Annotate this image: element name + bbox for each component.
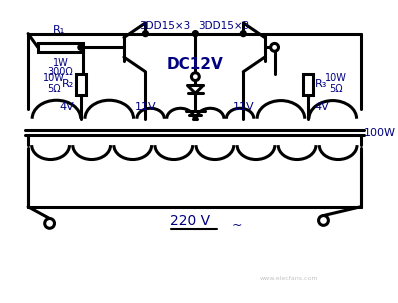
Text: 11V: 11V: [232, 102, 254, 112]
Circle shape: [78, 45, 84, 50]
Text: 300Ω: 300Ω: [47, 67, 73, 77]
Bar: [76, 74, 86, 95]
Circle shape: [142, 31, 148, 37]
Text: www.elecfans.com: www.elecfans.com: [260, 276, 318, 281]
Bar: [303, 74, 313, 95]
Circle shape: [45, 218, 55, 228]
Text: 5Ω: 5Ω: [47, 85, 60, 95]
Text: 4V: 4V: [60, 102, 74, 112]
Circle shape: [318, 215, 328, 225]
Text: DC12V: DC12V: [167, 58, 224, 72]
Text: 1W: 1W: [53, 58, 68, 68]
Circle shape: [191, 73, 199, 81]
Text: 10W: 10W: [43, 73, 64, 83]
Text: R₃: R₃: [315, 79, 328, 89]
Text: 3DD15×3: 3DD15×3: [139, 21, 191, 31]
Text: 4V: 4V: [314, 102, 329, 112]
Text: 11V: 11V: [135, 102, 156, 112]
Text: 5Ω: 5Ω: [330, 85, 343, 95]
Circle shape: [271, 43, 279, 51]
Text: 100W: 100W: [364, 128, 396, 138]
Text: 3DD15×3: 3DD15×3: [198, 21, 249, 31]
Circle shape: [192, 31, 198, 37]
Circle shape: [240, 31, 246, 37]
Bar: [38, 43, 83, 52]
Text: 220 V: 220 V: [170, 215, 211, 228]
Text: 10W: 10W: [325, 73, 347, 83]
Text: R₁: R₁: [53, 25, 66, 35]
Text: R₂: R₂: [62, 79, 74, 89]
Text: ~: ~: [231, 219, 242, 232]
